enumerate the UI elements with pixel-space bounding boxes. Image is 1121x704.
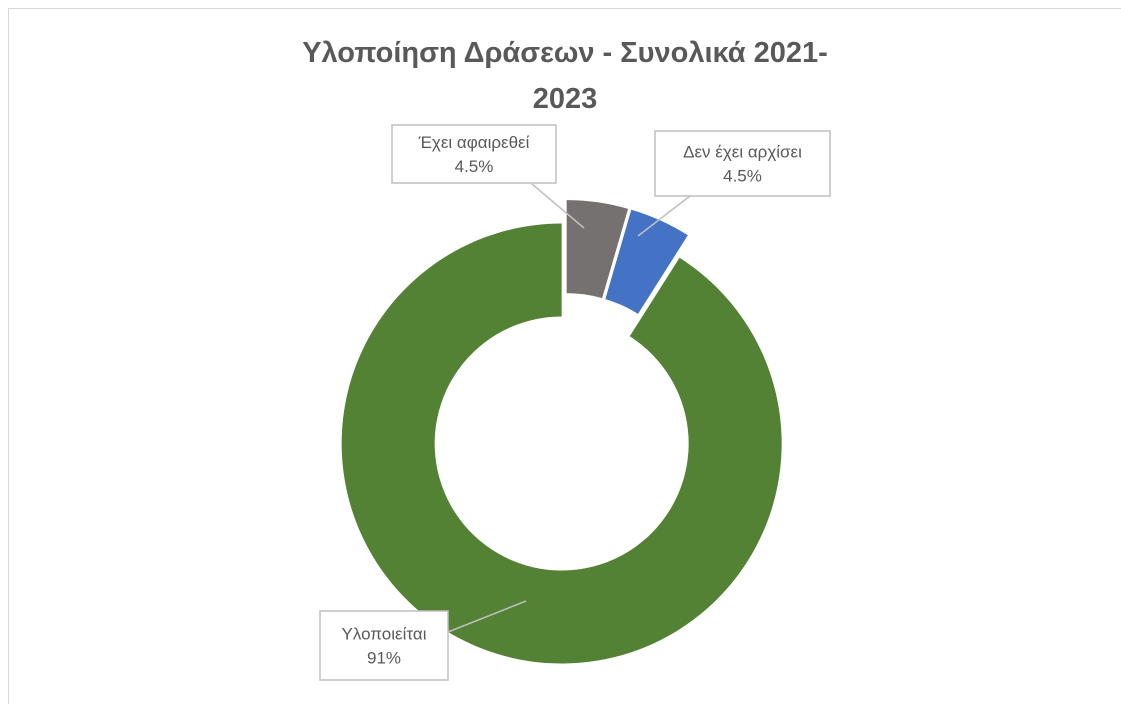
label-box [319, 610, 449, 681]
leader-line [447, 600, 527, 633]
chart-title: Υλοποίηση Δράσεων - Συνολικά 2021-2023 [302, 37, 828, 115]
leader-line [531, 183, 585, 229]
donut-slice [566, 200, 629, 299]
label-value: 91% [367, 649, 401, 668]
label-value: 4.5% [723, 167, 762, 186]
label-category: Υλοποιείται [342, 625, 427, 644]
donut-slice [341, 223, 782, 664]
label-box [654, 130, 831, 197]
donut-slice [605, 209, 688, 314]
label-category: Δεν έχει αρχίσει [683, 143, 802, 162]
data-label: Έχει αφαιρεθεί 4.5% [418, 133, 530, 176]
data-label: Δεν έχει αρχίσει 4.5% [683, 143, 802, 186]
data-label: Υλοποιείται 91% [342, 625, 427, 668]
label-value: 4.5% [455, 157, 494, 176]
leader-line [637, 195, 691, 237]
label-box [391, 124, 557, 184]
label-category: Έχει αφαιρεθεί [418, 133, 530, 152]
